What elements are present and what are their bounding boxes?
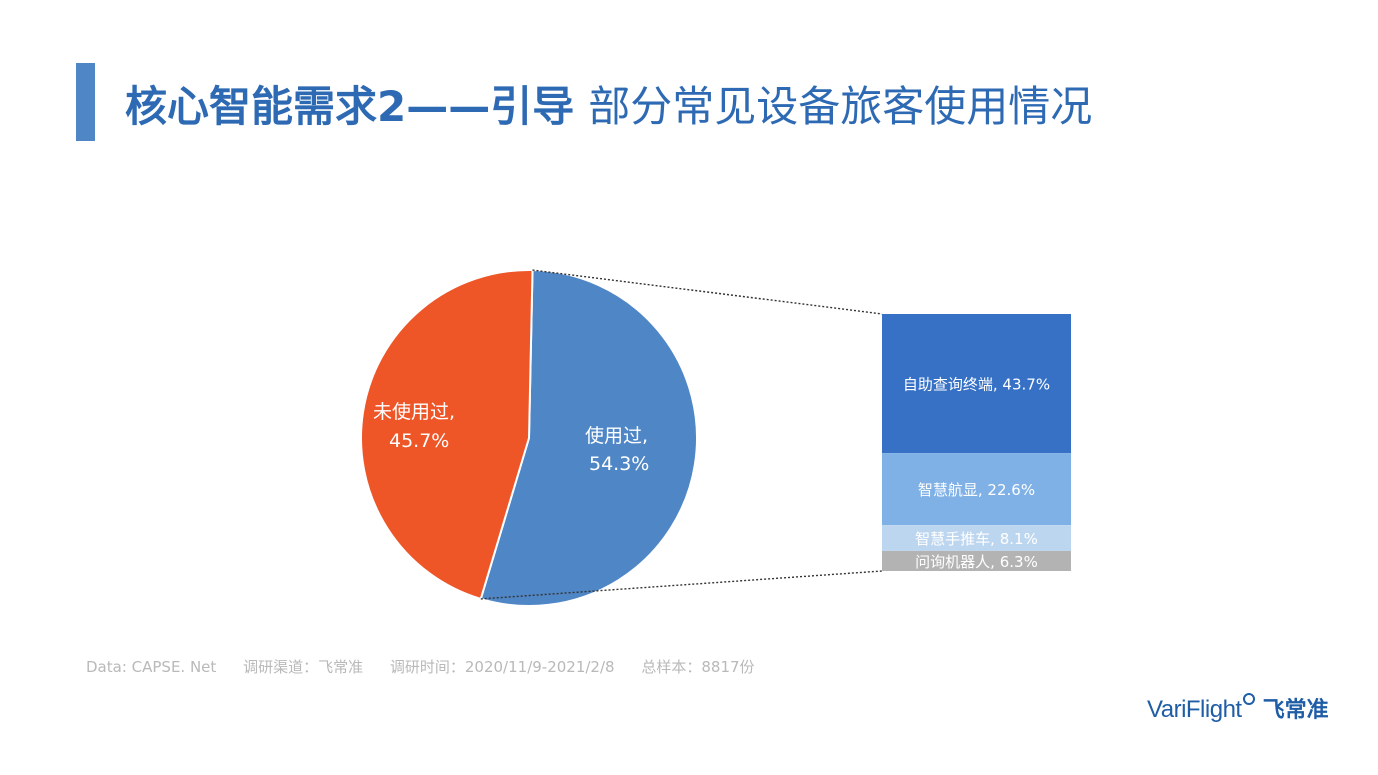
footer-notes: Data: CAPSE. Net 调研渠道：飞常准 调研时间：2020/11/9…	[86, 656, 777, 677]
bar-segment-robot	[882, 550, 1071, 571]
footer-source: Data: CAPSE. Net	[86, 658, 217, 676]
connector-top	[532, 269, 883, 315]
title-bold: 核心智能需求2——引导	[125, 81, 575, 131]
logo-cn: 飞常准	[1262, 698, 1329, 723]
pie-slice-unused	[360, 269, 534, 601]
page-title: 核心智能需求2——引导 部分常见设备旅客使用情况	[125, 68, 1092, 138]
bar-segment-smart-trolley-label: 智慧手推车, 8.1%	[915, 530, 1038, 548]
pie-slice-used	[479, 269, 698, 607]
registered-mark-icon	[1242, 693, 1255, 705]
bar-segment-self-service-label: 自助查询终端, 43.7%	[903, 376, 1050, 394]
pie-value-used: 54.3%	[589, 453, 649, 475]
title-normal: 部分常见设备旅客使用情况	[588, 81, 1093, 131]
variflight-logo: VariFlight 飞常准	[1147, 692, 1329, 724]
title-accent-bar	[76, 63, 95, 141]
bar-segment-self-service	[882, 314, 1071, 454]
bar-segment-smart-trolley	[882, 525, 1071, 551]
footer-period: 调研时间：2020/11/9-2021/2/8	[389, 658, 615, 676]
bar-segment-robot-label: 问询机器人, 6.3%	[915, 553, 1038, 571]
pie-label-unused: 未使用过,	[373, 401, 455, 423]
connector-bottom	[480, 570, 883, 600]
logo-brand: VariFlight	[1147, 696, 1242, 723]
bar-segment-smart-display	[882, 453, 1071, 526]
footer-sample: 总样本：8817份	[641, 658, 755, 676]
footer-channel: 调研渠道：飞常准	[243, 658, 364, 676]
pie-label-used: 使用过,	[585, 425, 648, 447]
pie-value-unused: 45.7%	[389, 430, 449, 452]
bar-segment-smart-display-label: 智慧航显, 22.6%	[918, 481, 1035, 499]
